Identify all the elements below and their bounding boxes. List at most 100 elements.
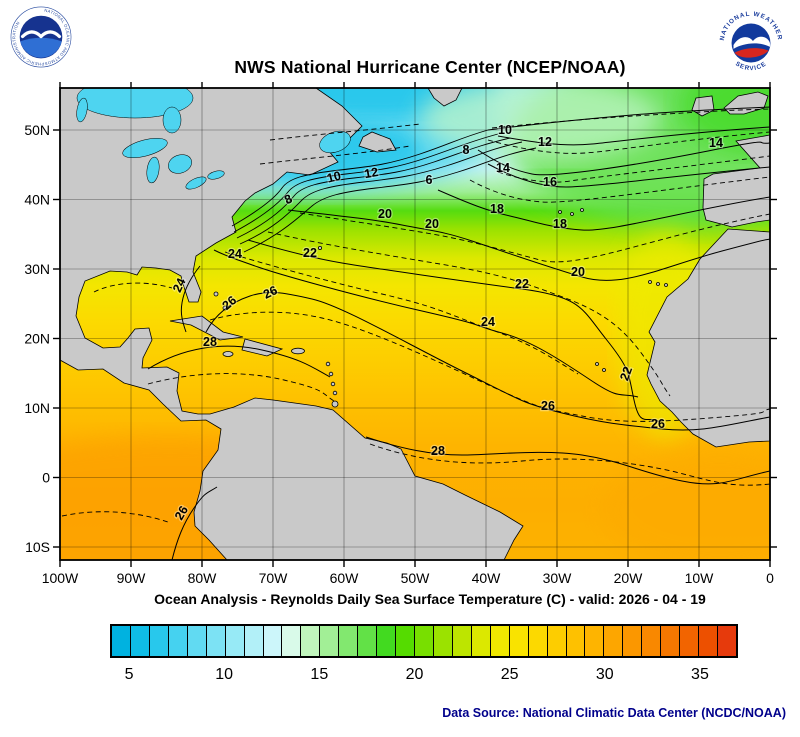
colorbar-segment [661,626,681,656]
contour-label: 26 [651,417,665,431]
colorbar-segment [206,626,226,656]
colorbar-segment [112,626,131,656]
lon-tick-label: 100W [42,570,79,586]
lon-tick-label: 30W [543,570,573,586]
contour-label: 28 [431,444,445,458]
contour-label: 8 [463,143,470,157]
colorbar-segment [718,626,736,656]
lon-tick-label: 90W [117,570,147,586]
contour-label: 10 [498,123,512,137]
colorbar-segment [187,626,207,656]
contour-label: 18 [490,202,504,216]
colorbar-segment [471,626,491,656]
sst-map: 810 12 68101214161418182020202222242426262… [24,82,777,586]
colorbar-segment [604,626,624,656]
colorbar-segment [282,626,302,656]
colorbar-segment [358,626,378,656]
lesser-antilles [325,361,339,408]
newfoundland [358,131,397,153]
colorbar-segment [244,626,264,656]
colorbar-segment [130,626,150,656]
colorbar-tick-label: 35 [691,666,709,683]
contour-label: 28 [203,335,217,349]
contour-label: 6 [426,173,433,187]
contour-label: 20 [425,217,439,231]
colorbar-segment [547,626,567,656]
cloud-icon [733,36,770,49]
colorbar-segment [263,626,283,656]
lake-winnipeg [76,97,88,123]
contour-label: 26 [541,399,555,413]
puerto-rico [291,347,305,355]
colorbar-segment [642,626,662,656]
lat-tick-label: 10S [25,539,50,555]
colorbar-segment [149,626,169,656]
colorbar-segment [585,626,605,656]
colorbar-segment [680,626,700,656]
colorbar-segment [490,626,510,656]
contour-label: 14 [709,136,723,150]
noaa-logo: NATIONAL OCEANIC AND ATMOSPHERIC ADMINIS… [10,6,72,68]
colorbar-segment [339,626,359,656]
contour-label: 22 [617,365,635,383]
colorbar-tick-label: 15 [310,666,329,683]
nws-ring-text-bottom: SERVICE [734,60,768,72]
colorbar-segment [452,626,472,656]
red-swoosh-icon [734,48,769,58]
colorbar-tick-labels: 5 10 15 20 25 30 35 [110,660,738,688]
lat-tick-label: 20N [24,331,50,347]
colorbar-segment [396,626,415,656]
colorbar-tick-label: 30 [595,666,614,683]
contour-label: 18 [553,217,567,231]
colorbar-tick-label: 10 [215,666,234,683]
contour-label: 14 [496,161,510,175]
contour-label: 12 [538,135,552,149]
colorbar-segment [699,626,718,656]
lon-tick-label: 20W [614,570,644,586]
map-caption: Ocean Analysis - Reynolds Daily Sea Surf… [154,591,706,607]
jamaica [222,351,234,357]
page-title: NWS National Hurricane Center (NCEP/NOAA… [234,57,626,77]
contour-label: 22 [515,277,529,291]
contour-label: 20 [378,207,392,221]
lon-tick-label: 40W [472,570,502,586]
contour-label: 22 [303,246,317,260]
lake-huron [168,154,192,174]
hispaniola [241,338,284,357]
africa [646,228,770,448]
lat-tick-label: 30N [24,261,50,277]
colorbar-segment [320,626,340,656]
colorbar [110,624,738,658]
contour-label: 12 [363,165,379,181]
azores [558,208,584,216]
colorbar-segment [301,626,321,656]
greenland [427,88,463,107]
colorbar-segment [433,626,453,656]
contour-label: 20 [571,265,585,279]
lon-tick-label: 60W [330,570,360,586]
data-source-text: Data Source: National Climatic Data Cent… [442,706,786,720]
lon-tick-label: 70W [259,570,289,586]
lon-tick-label: 80W [188,570,218,586]
contour-label: 24 [228,247,242,261]
axis-label-layer: 100W 90W 80W 70W 60W 50W 40W 30W 20W 10W 0 50N 40N 30… [24,122,774,586]
lake-superior [122,137,168,159]
lat-tick-label: 10N [24,400,50,416]
colorbar-segment [225,626,245,656]
contour-label: 24 [481,315,495,329]
gulf-of-st-lawrence [319,130,351,154]
nws-logo: NATIONAL WEATHER SERVICE [716,8,786,78]
lat-tick-label: 0 [42,470,50,486]
land-layer [60,88,770,560]
lake-michigan [146,156,160,184]
bermuda [317,245,322,250]
colorbar-segment [623,626,643,656]
noaa-emblem-sea [20,37,62,58]
lat-tick-label: 50N [24,122,50,138]
lon-tick-label: 50W [401,570,431,586]
seagull-icon [20,30,62,39]
colorbar-tick-label: 5 [124,666,134,683]
james-bay [162,106,182,134]
hudson-bay [76,88,194,119]
